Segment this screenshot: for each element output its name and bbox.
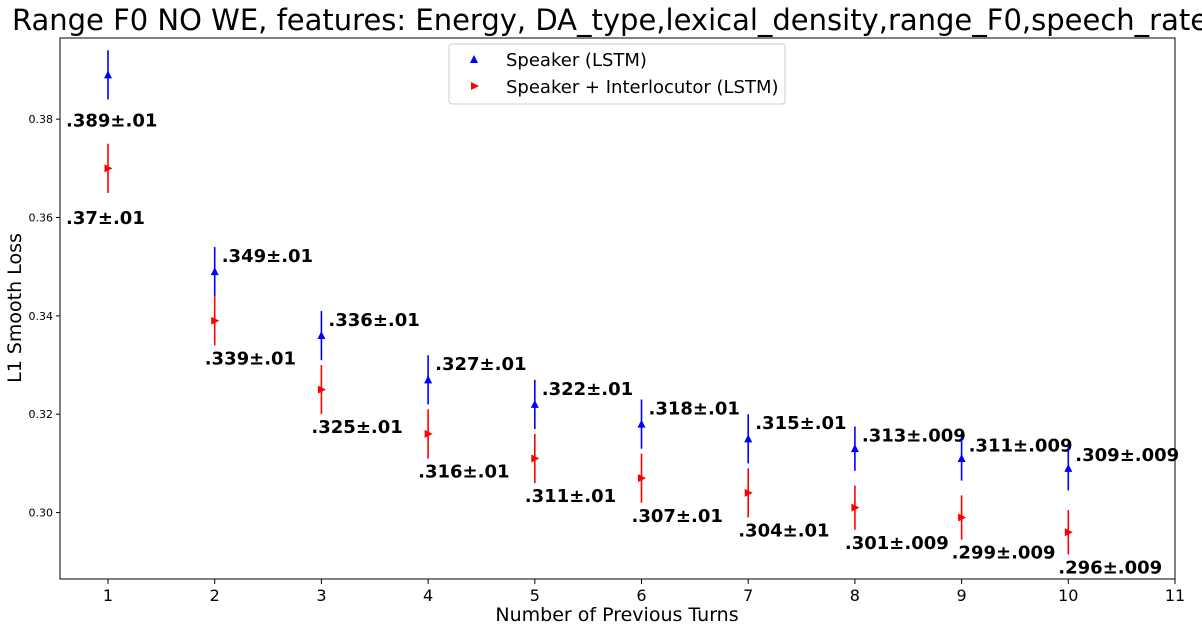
data-label: .325±.01 <box>311 417 402 438</box>
x-tick-label: 6 <box>636 586 646 605</box>
x-tick-label: 7 <box>743 586 753 605</box>
data-point <box>744 488 753 497</box>
data-point <box>1064 463 1073 472</box>
x-tick-label: 3 <box>316 586 326 605</box>
data-point <box>104 70 113 79</box>
chart-title: Range F0 NO WE, features: Energy, DA_typ… <box>12 3 1202 37</box>
data-series: .389±.01 .349±.01 .336±.01 .327±.01 .322±.01… <box>66 50 1179 578</box>
data-point <box>424 429 433 438</box>
legend-label-interlocutor: Speaker + Interlocutor (LSTM) <box>506 77 779 98</box>
y-tick-label: 0.36 <box>29 212 54 225</box>
data-label: .37±.01 <box>66 208 145 229</box>
y-axis-ticks: 0.30 0.32 0.34 0.36 0.38 <box>29 113 60 520</box>
x-axis-ticks: 1 2 3 4 5 6 7 8 9 10 11 <box>103 579 1185 605</box>
data-label: .389±.01 <box>66 110 157 131</box>
y-tick-label: 0.38 <box>29 113 54 126</box>
data-label: .309±.009 <box>1075 445 1179 466</box>
series-1: .37±.01 .339±.01 .325±.01 .316±.01 .311±.01.… <box>66 143 1162 578</box>
data-label: .318±.01 <box>649 398 740 419</box>
data-point <box>957 454 966 463</box>
x-tick-label: 2 <box>210 586 220 605</box>
data-label: .315±.01 <box>755 413 846 434</box>
legend-label-speaker: Speaker (LSTM) <box>506 50 647 71</box>
y-tick-label: 0.32 <box>29 408 54 421</box>
data-label: .299±.009 <box>952 543 1056 564</box>
data-label: .311±.009 <box>969 435 1073 456</box>
data-label: .339±.01 <box>205 348 296 369</box>
x-tick-label: 9 <box>957 586 967 605</box>
data-point <box>210 267 219 276</box>
x-tick-label: 4 <box>423 586 433 605</box>
data-point <box>211 316 220 325</box>
data-label: .307±.01 <box>632 506 723 527</box>
legend-marker-speaker <box>470 55 478 63</box>
x-tick-label: 10 <box>1058 586 1078 605</box>
data-label: .322±.01 <box>542 379 633 400</box>
data-point <box>638 474 647 483</box>
plot-area <box>59 37 1176 580</box>
data-label: .301±.009 <box>845 533 949 554</box>
data-point <box>530 399 539 408</box>
data-point <box>1064 528 1073 537</box>
data-label: .304±.01 <box>738 521 829 542</box>
x-tick-label: 11 <box>1165 586 1185 605</box>
y-tick-label: 0.34 <box>29 310 54 323</box>
data-label: .313±.009 <box>862 426 966 447</box>
legend-box <box>448 43 786 105</box>
data-point <box>851 503 860 512</box>
data-point <box>317 385 326 394</box>
y-tick-label: 0.30 <box>29 507 54 520</box>
legend: Speaker (LSTM) Speaker + Interlocutor (L… <box>448 43 786 105</box>
series-0: .389±.01 .349±.01 .336±.01 .327±.01 .322±.01… <box>66 50 1179 491</box>
data-point <box>531 454 540 463</box>
data-point <box>317 331 326 340</box>
data-label: .316±.01 <box>418 462 509 483</box>
x-axis-label: Number of Previous Turns <box>495 604 738 626</box>
data-label: .327±.01 <box>435 354 526 375</box>
data-label: .336±.01 <box>328 310 419 331</box>
data-label: .311±.01 <box>525 486 616 507</box>
x-tick-label: 5 <box>530 586 540 605</box>
data-point <box>958 513 967 522</box>
x-tick-label: 1 <box>103 586 113 605</box>
data-point <box>104 164 113 173</box>
data-label: .349±.01 <box>222 246 313 267</box>
legend-marker-interlocutor <box>471 82 479 90</box>
data-label: .296±.009 <box>1058 557 1162 578</box>
data-point <box>424 375 433 384</box>
data-point <box>744 434 753 443</box>
data-point <box>850 444 859 453</box>
y-axis-label: L1 Smooth Loss <box>4 233 26 383</box>
data-point <box>637 419 646 428</box>
x-tick-label: 8 <box>850 586 860 605</box>
